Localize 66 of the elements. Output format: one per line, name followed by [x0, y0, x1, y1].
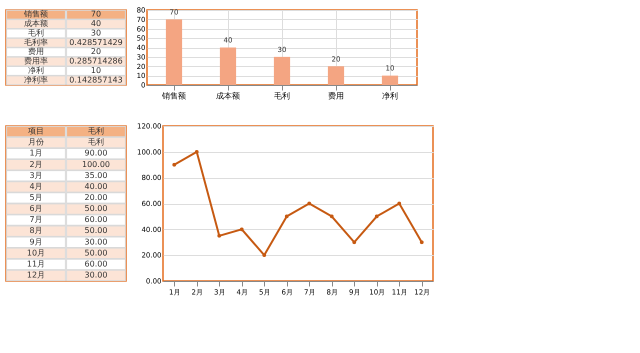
point: [330, 214, 334, 218]
text: 0.428571429: [69, 38, 123, 47]
point: [420, 240, 424, 244]
text: 10: [90, 66, 102, 75]
text: 7月: [29, 215, 43, 224]
bar: [382, 76, 398, 85]
point: [172, 162, 176, 167]
text: 1月: [29, 148, 43, 158]
bar: [274, 56, 290, 85]
x-tick-label: 毛利: [274, 92, 290, 100]
text: 销售额: [23, 10, 48, 19]
text: 成本额: [24, 19, 48, 28]
text: 8月: [29, 226, 43, 236]
text: 9月: [29, 237, 43, 246]
text: 20.00: [84, 192, 108, 202]
text: 70: [90, 10, 102, 19]
x-tick-label: 净利: [382, 92, 398, 100]
text: 12月: [26, 270, 46, 280]
text: 50.00: [84, 226, 108, 236]
point: [194, 150, 199, 154]
point: [217, 234, 222, 238]
bar: [166, 19, 182, 85]
text: 费用: [28, 47, 44, 56]
text: 50.00: [84, 248, 108, 258]
text: 50.00: [84, 204, 108, 214]
text: 10月: [26, 248, 46, 258]
text: 60.00: [84, 215, 108, 224]
text: 月份: [28, 138, 44, 147]
text: 35.00: [84, 170, 108, 180]
bar: [328, 66, 344, 85]
text: 毛利: [88, 126, 104, 136]
text: 0.285714286: [69, 56, 123, 66]
text: 100.00: [82, 160, 110, 169]
text: 6月: [29, 204, 43, 214]
text: 30: [90, 28, 102, 38]
x-tick-label: 成本额: [216, 92, 240, 100]
text: 毛利: [88, 138, 104, 147]
text: 净利率: [24, 75, 48, 84]
text: 费用率: [24, 56, 48, 66]
point: [240, 227, 244, 232]
text: 90.00: [84, 148, 108, 158]
text: 40.00: [84, 182, 108, 191]
text: 11月: [26, 259, 46, 268]
text: 0.142857143: [69, 75, 123, 84]
text: 30.00: [84, 237, 108, 246]
point: [307, 202, 312, 206]
text: 项目: [28, 126, 44, 136]
text: 净利: [28, 66, 44, 75]
text: 毛利率: [24, 38, 48, 47]
point: [352, 240, 356, 244]
bar: [220, 48, 236, 85]
text: 40: [90, 19, 102, 28]
text: 2月: [29, 160, 43, 169]
text: 4月: [29, 182, 43, 191]
point: [397, 202, 402, 206]
point: [262, 253, 266, 258]
x-tick-label: 费用: [328, 92, 344, 100]
x-tick-label: 销售额: [161, 92, 186, 100]
text: 20: [90, 47, 102, 56]
point: [284, 214, 289, 218]
point: [374, 214, 379, 218]
text: 30.00: [84, 270, 108, 280]
text: 5月: [29, 192, 43, 202]
text: 毛利: [28, 28, 44, 38]
text: 3月: [29, 170, 43, 180]
text: 60.00: [84, 259, 108, 268]
